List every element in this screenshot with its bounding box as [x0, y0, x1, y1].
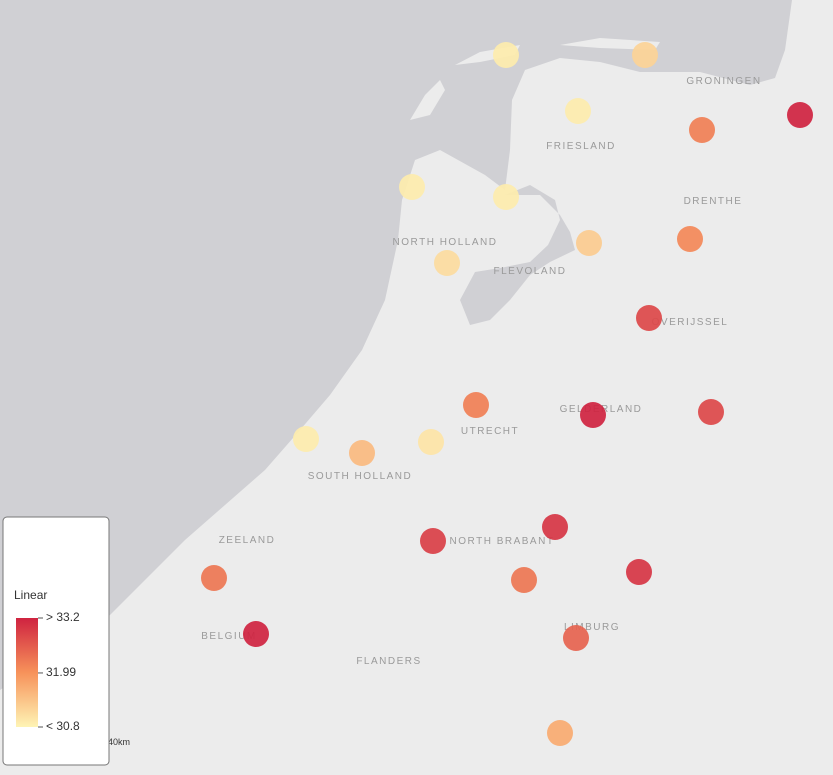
data-point: [626, 559, 652, 585]
data-point: [576, 230, 602, 256]
legend-tick-label: < 30.8: [46, 719, 80, 733]
data-point: [493, 184, 519, 210]
data-point: [420, 528, 446, 554]
legend-title: Linear: [14, 588, 47, 602]
data-point: [399, 174, 425, 200]
region-label: GRONINGEN: [686, 76, 761, 87]
data-point: [580, 402, 606, 428]
region-label: LIMBURG: [564, 622, 620, 633]
data-point: [636, 305, 662, 331]
data-point: [463, 392, 489, 418]
region-label: OVERIJSSEL: [652, 317, 729, 328]
region-label: FLANDERS: [356, 656, 421, 667]
island: [410, 80, 445, 120]
region-label: NORTH HOLLAND: [393, 237, 498, 248]
data-point: [349, 440, 375, 466]
region-label: NORTH BRABANT: [450, 536, 555, 547]
data-point: [493, 42, 519, 68]
region-label: ZEELAND: [219, 535, 276, 546]
legend-tick-label: > 33.2: [46, 610, 80, 624]
data-point: [542, 514, 568, 540]
data-point: [201, 565, 227, 591]
data-point: [787, 102, 813, 128]
region-label: FRIESLAND: [546, 141, 616, 152]
data-point: [632, 42, 658, 68]
data-point: [689, 117, 715, 143]
data-point: [547, 720, 573, 746]
region-label: BELGIUM: [201, 631, 257, 642]
data-point: [418, 429, 444, 455]
region-label: DRENTHE: [684, 196, 743, 207]
ijsselmeer: [460, 185, 575, 325]
scale-label: 40km: [108, 737, 130, 747]
sea: [0, 0, 792, 690]
data-point: [565, 98, 591, 124]
data-point: [243, 621, 269, 647]
legend-gradient: [16, 618, 38, 727]
region-label: FLEVOLAND: [494, 266, 567, 277]
legend-tick-label: 31.99: [46, 665, 76, 679]
data-point: [677, 226, 703, 252]
data-point: [293, 426, 319, 452]
region-label: UTRECHT: [461, 426, 519, 437]
data-point: [698, 399, 724, 425]
data-point: [434, 250, 460, 276]
data-point: [511, 567, 537, 593]
region-label: SOUTH HOLLAND: [308, 471, 413, 482]
data-point: [563, 625, 589, 651]
